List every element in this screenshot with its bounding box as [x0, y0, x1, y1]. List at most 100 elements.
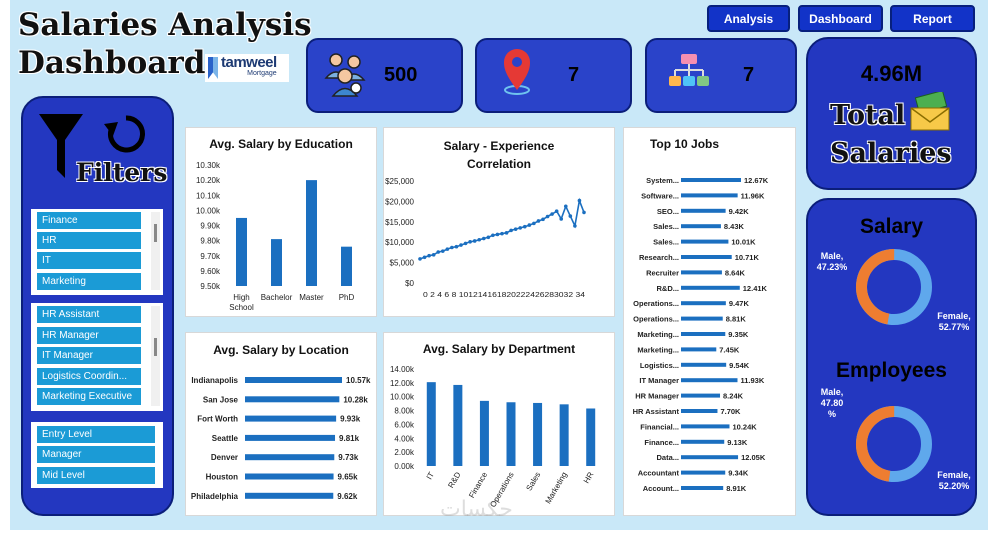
- x-tick-labels: 0 2 4 6 8 101214161820222426283032 34: [423, 290, 585, 299]
- data-point: [527, 223, 532, 227]
- top-jobs-chart: System... 12.67K Software... 11.96K SEO... 9.…: [633, 176, 769, 493]
- category-label: Accountant: [638, 469, 680, 478]
- department-slicer-scrollbar[interactable]: [151, 212, 160, 290]
- bar: [506, 402, 516, 466]
- bar: [245, 434, 336, 441]
- data-label: 9.65k: [338, 473, 359, 482]
- category-label: System...: [646, 176, 679, 185]
- analysis-button[interactable]: Analysis: [707, 5, 790, 32]
- salary-gender-donut: [856, 249, 932, 325]
- data-label: 12.05K: [741, 453, 766, 462]
- page-title: Salaries Analysis Dashboard: [18, 6, 312, 82]
- job-slicer-scrollbar[interactable]: [151, 306, 160, 406]
- department-slicer[interactable]: Finance HR IT Marketing: [31, 209, 163, 295]
- x-tick-label: High: [233, 293, 249, 302]
- slicer-item-department[interactable]: Marketing: [37, 273, 141, 290]
- data-point: [509, 228, 513, 233]
- data-point: [491, 233, 495, 238]
- data-point: [559, 217, 564, 221]
- slicer-item-level[interactable]: Manager: [37, 446, 155, 463]
- data-label: 9.34K: [728, 469, 749, 478]
- data-label: 11.96K: [741, 191, 765, 200]
- bar: [681, 255, 732, 259]
- salary-male-label: Male, 47.23%: [816, 251, 848, 272]
- category-label: Sales...: [653, 222, 679, 231]
- reset-icon[interactable]: [104, 112, 148, 156]
- slicer-item-job[interactable]: HR Manager: [37, 327, 141, 344]
- y-tick-label: 10.20k: [196, 176, 221, 185]
- bar: [681, 316, 723, 321]
- experience-chart-card: Salary - Experience Correlation $0 $5,000…: [383, 127, 615, 317]
- location-chart: Indianapolis 10.57k San Jose 10.28k Fort Wor…: [191, 376, 371, 501]
- category-label: Financial...: [640, 422, 679, 431]
- bar: [681, 270, 722, 275]
- education-chart-title: Avg. Salary by Education: [209, 137, 353, 151]
- data-point: [568, 214, 573, 218]
- category-label: Indianapolis: [191, 376, 238, 385]
- data-label: 9.93k: [340, 415, 361, 424]
- y-tick-label: 10.00k: [390, 393, 415, 402]
- department-chart: 0.00k 2.00k 4.00k 6.00k 8.00k 10.00k 12.00k 14.…: [390, 365, 596, 509]
- data-point: [481, 236, 486, 241]
- x-tick-label: School: [229, 303, 254, 312]
- data-point: [532, 221, 536, 226]
- bar: [681, 224, 721, 229]
- data-point: [563, 204, 568, 209]
- data-point: [431, 253, 436, 257]
- dashboard-button[interactable]: Dashboard: [798, 5, 883, 32]
- data-point: [459, 243, 463, 247]
- kpi-departments-card: 7: [645, 38, 797, 113]
- y-tick-label: 9.80k: [200, 237, 221, 246]
- x-tick-label: Marketing: [544, 471, 569, 506]
- y-tick-label: $10,000: [385, 238, 414, 247]
- category-label: Operations...: [633, 315, 679, 324]
- category-label: IT Manager: [639, 376, 679, 385]
- education-chart-card: Avg. Salary by Education 9.50k 9.60k 9.70k…: [185, 127, 377, 317]
- kpi-employees-value: 500: [384, 64, 418, 86]
- slicer-item-department[interactable]: HR: [37, 232, 141, 249]
- bar: [341, 246, 352, 286]
- data-point: [418, 257, 422, 261]
- slicer-item-job[interactable]: IT Manager: [37, 347, 141, 364]
- category-label: Marketing...: [637, 345, 679, 354]
- kpi-departments-value: 7: [743, 64, 755, 86]
- data-point: [427, 253, 431, 258]
- report-button[interactable]: Report: [890, 5, 975, 32]
- x-tick-label: Sales: [525, 471, 543, 493]
- data-label: 9.62k: [337, 492, 358, 501]
- y-tick-label: $20,000: [385, 197, 414, 206]
- job-slicer[interactable]: HR Assistant HR Manager IT Manager Logis…: [31, 303, 163, 411]
- slicer-item-department[interactable]: Finance: [37, 212, 141, 229]
- x-tick-label: Finance: [467, 470, 489, 500]
- y-tick-label: 9.90k: [200, 222, 221, 231]
- data-label: 8.64K: [725, 268, 746, 277]
- experience-chart-title: Salary - Experience Correlation: [443, 139, 555, 171]
- bar: [681, 486, 724, 490]
- x-tick-label: Bachelor: [261, 293, 293, 302]
- bar: [681, 347, 717, 352]
- bar: [681, 208, 726, 213]
- category-label: Finance...: [644, 438, 679, 447]
- level-slicer[interactable]: Entry Level Manager Mid Level: [31, 422, 163, 488]
- slicer-item-department[interactable]: IT: [37, 252, 141, 269]
- slicer-item-job[interactable]: Marketing Executive: [37, 388, 141, 405]
- logo-mark-icon: [208, 57, 218, 79]
- y-tick-label: 10.00k: [196, 206, 221, 215]
- employees-male-label: Male, 47.80%: [820, 387, 844, 419]
- slicer-item-level[interactable]: Mid Level: [37, 467, 155, 484]
- data-point: [577, 198, 582, 203]
- data-label: 11.93K: [740, 376, 764, 385]
- filters-title: Filters: [76, 158, 168, 187]
- location-chart-card: Avg. Salary by Location Indianapolis 10.5…: [185, 332, 377, 516]
- slicer-item-job[interactable]: Logistics Coordin...: [37, 368, 141, 385]
- y-tick-label: 9.60k: [200, 267, 221, 276]
- category-label: Sales...: [653, 238, 679, 247]
- slicer-item-level[interactable]: Entry Level: [37, 426, 155, 443]
- category-label: Recruiter: [646, 268, 679, 277]
- x-tick-label: IT: [425, 470, 436, 481]
- slicer-item-job[interactable]: HR Assistant: [37, 306, 141, 323]
- data-label: 10.24K: [732, 422, 757, 431]
- y-tick-label: 9.70k: [200, 252, 221, 261]
- data-point: [550, 212, 554, 216]
- x-tick-label: HR: [582, 470, 596, 485]
